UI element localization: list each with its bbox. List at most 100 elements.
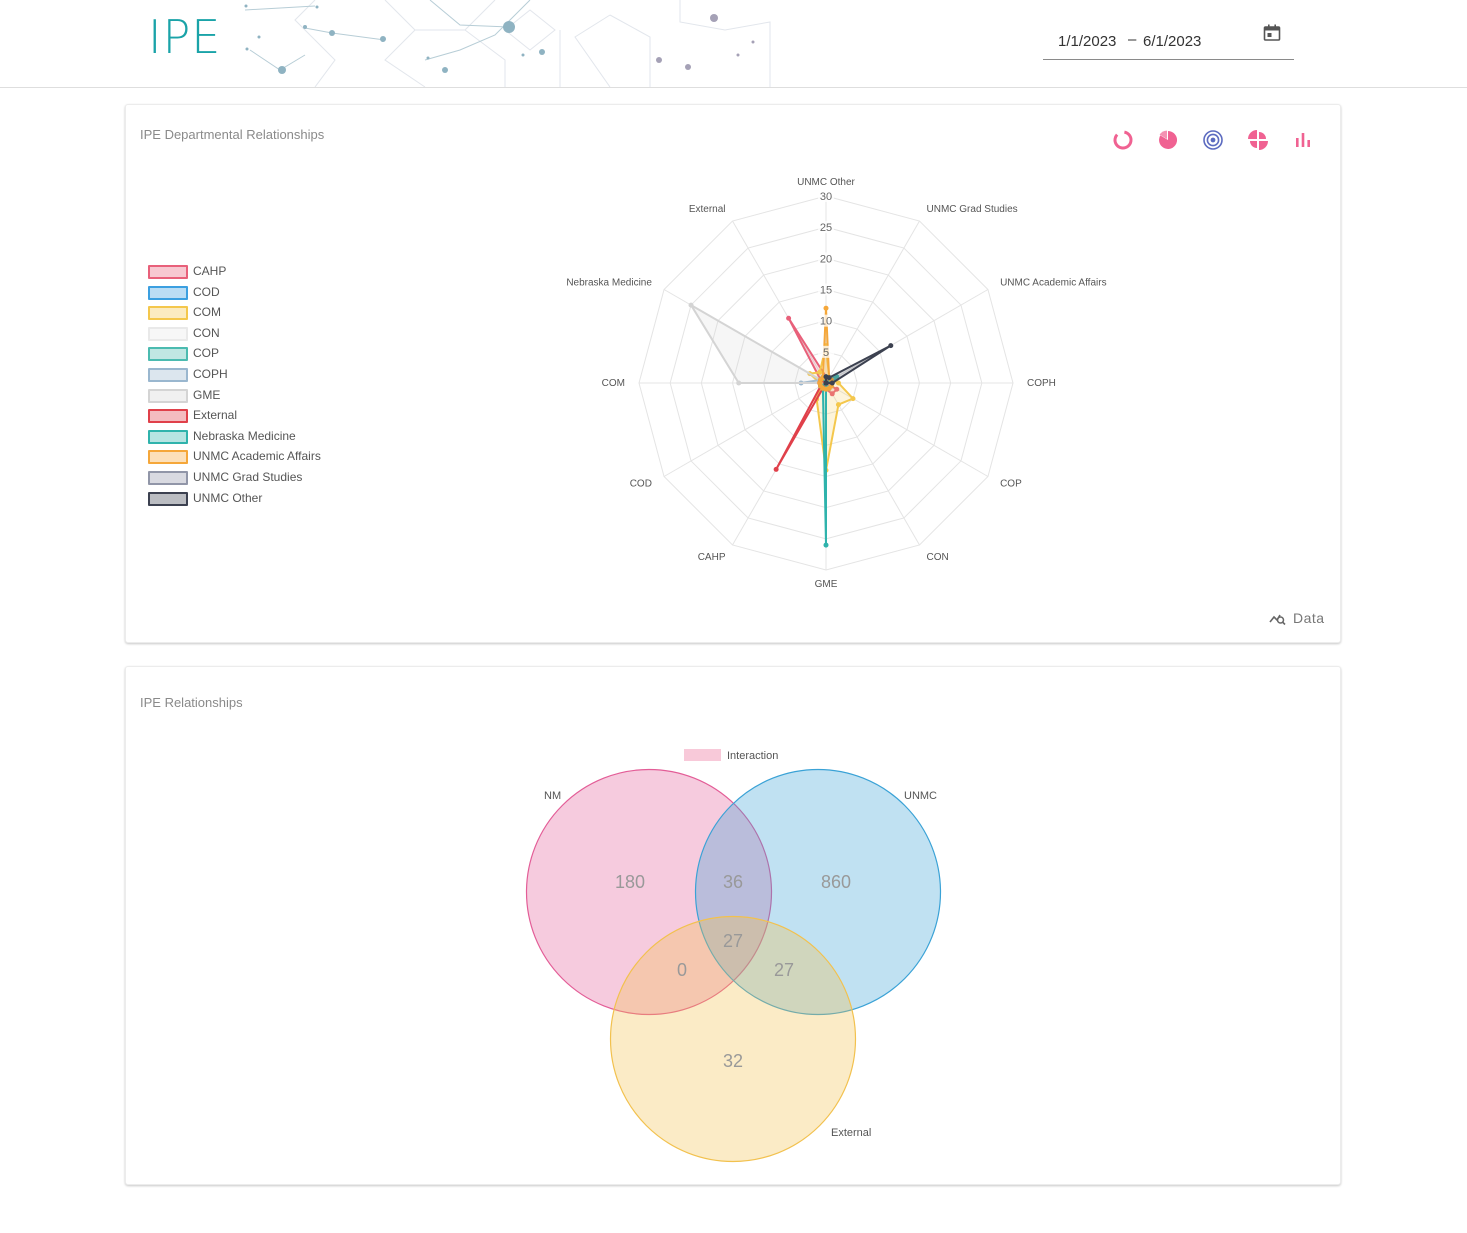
molecule-header-graphic <box>244 0 771 87</box>
radar-tick-label: 20 <box>820 253 832 265</box>
radar-tick-bg <box>818 252 834 265</box>
legend-label: External <box>193 408 238 423</box>
pie-chart-icon[interactable] <box>1157 129 1179 151</box>
radar-data-point <box>823 380 829 386</box>
ipe-relationships-card: IPE Relationships Interaction NM UNMC Ex… <box>125 666 1341 1185</box>
legend-label: COP <box>193 346 220 361</box>
legend-label: Nebraska Medicine <box>193 428 296 443</box>
legend-label: COD <box>193 284 220 299</box>
radar-data-point <box>823 542 829 548</box>
radar-axis-label: External <box>689 204 726 215</box>
radar-tick-label: 30 <box>820 191 832 203</box>
venn-set-external[interactable] <box>609 915 857 1163</box>
legend-swatch <box>148 409 188 424</box>
radar-data-point <box>817 369 823 375</box>
radar-data-point <box>829 391 835 397</box>
radar-data-point <box>823 305 829 311</box>
radar-data-point <box>736 380 742 386</box>
data-link-label: Data <box>1293 610 1325 626</box>
radar-tick-bg <box>818 314 834 327</box>
card-title: IPE Relationships <box>140 695 243 710</box>
radar-axis-label: COM <box>602 378 625 389</box>
venn-diagram: Interaction NM UNMC External 180 860 36 … <box>525 749 942 1163</box>
radar-series-unmc-other <box>825 344 892 384</box>
radar-axis-label: CAHP <box>698 552 726 563</box>
legend-label: COM <box>193 305 221 320</box>
legend-label: CON <box>193 325 220 340</box>
legend-label: CAHP <box>193 264 227 278</box>
legend-swatch <box>148 470 188 485</box>
legend-label: UNMC Other <box>193 490 263 505</box>
date-range-separator: – <box>1128 31 1137 48</box>
app-logo: IPE <box>148 10 222 64</box>
radar-chart: 5 10 15 20 25 30 UNMC Other UNMC Grad Studies U… <box>566 177 1107 590</box>
donut-chart-icon[interactable] <box>1112 129 1134 151</box>
venn-count-nm-unmc: 36 <box>723 872 743 892</box>
start-date-input[interactable]: 1/1/2023 <box>1058 33 1117 50</box>
radar-spoke <box>663 382 827 477</box>
radar-data-point <box>826 375 832 381</box>
legend-label: GME <box>193 387 221 402</box>
radar-axis-label: UNMC Academic Affairs <box>1000 278 1107 289</box>
radar-axis-label: COP <box>1000 479 1022 490</box>
radar-spoke <box>825 382 920 546</box>
legend-swatch <box>148 450 188 465</box>
legend-swatch <box>148 491 188 506</box>
radar-data-point <box>834 386 840 392</box>
legend-label: COPH <box>193 366 228 381</box>
radar-data-point <box>688 302 694 308</box>
radar-tick-label: 10 <box>820 316 832 328</box>
legend-swatch <box>148 429 188 444</box>
radar-series-external <box>775 378 827 471</box>
legend-swatch <box>148 306 188 321</box>
radar-tick-bg <box>818 190 834 202</box>
data-analytics-icon <box>1269 614 1286 626</box>
venn-set-nm[interactable] <box>525 768 773 1016</box>
legend-swatch <box>148 285 188 300</box>
venn-legend-swatch <box>684 749 721 761</box>
date-range-picker[interactable]: 1/1/2023 – 6/1/2023 <box>1043 22 1294 60</box>
radar-tick-label: 15 <box>820 285 832 297</box>
radar-spoke <box>825 289 989 384</box>
legend-swatch <box>148 326 188 341</box>
radar-tick-bg <box>818 283 834 296</box>
venn-count-external-only: 32 <box>723 1051 743 1071</box>
radar-tick-label: 5 <box>823 347 829 359</box>
data-view-link[interactable]: Data <box>1269 610 1325 626</box>
radar-axis-label: COPH <box>1027 378 1056 389</box>
venn-label-unmc: UNMC <box>904 790 937 802</box>
bar-chart-icon[interactable] <box>1292 129 1314 151</box>
radar-chart-icon[interactable] <box>1202 129 1224 151</box>
venn-label-external: External <box>831 1127 871 1139</box>
polar-area-icon[interactable] <box>1247 129 1269 151</box>
radar-data-point <box>835 380 841 386</box>
venn-count-all: 27 <box>723 931 743 951</box>
radar-spoke <box>732 220 827 384</box>
venn-label-nm: NM <box>544 790 561 802</box>
end-date-input[interactable]: 6/1/2023 <box>1143 33 1202 50</box>
radar-data-point <box>773 466 779 472</box>
venn-legend-label: Interaction <box>727 750 778 762</box>
legend-swatch <box>148 367 188 382</box>
card-title: IPE Departmental Relationships <box>140 127 325 142</box>
departmental-relationships-card: IPE Departmental Relationships CAHP COD … <box>125 104 1341 643</box>
radar-axis-label: UNMC Grad Studies <box>927 204 1018 215</box>
calendar-icon[interactable] <box>1262 23 1282 43</box>
radar-axis-label: UNMC Other <box>797 177 855 188</box>
venn-set-unmc[interactable] <box>694 768 942 1016</box>
radar-data-point <box>888 343 894 349</box>
radar-tick-label: 25 <box>820 222 832 234</box>
radar-tick-bg <box>818 221 834 234</box>
venn-count-nm-external: 0 <box>677 960 687 980</box>
radar-axis-label: CON <box>927 552 949 563</box>
legend-label: UNMC Academic Affairs <box>193 449 321 464</box>
legend-swatch <box>148 265 188 279</box>
top-bar: IPE <box>0 0 1467 88</box>
venn-count-nm-only: 180 <box>615 872 645 892</box>
radar-axis-label: GME <box>815 579 838 590</box>
venn-count-unmc-only: 860 <box>821 872 851 892</box>
radar-axis-label: COD <box>630 479 652 490</box>
radar-data-point <box>850 396 856 402</box>
radar-data-point <box>834 374 840 380</box>
radar-spoke <box>825 220 920 384</box>
